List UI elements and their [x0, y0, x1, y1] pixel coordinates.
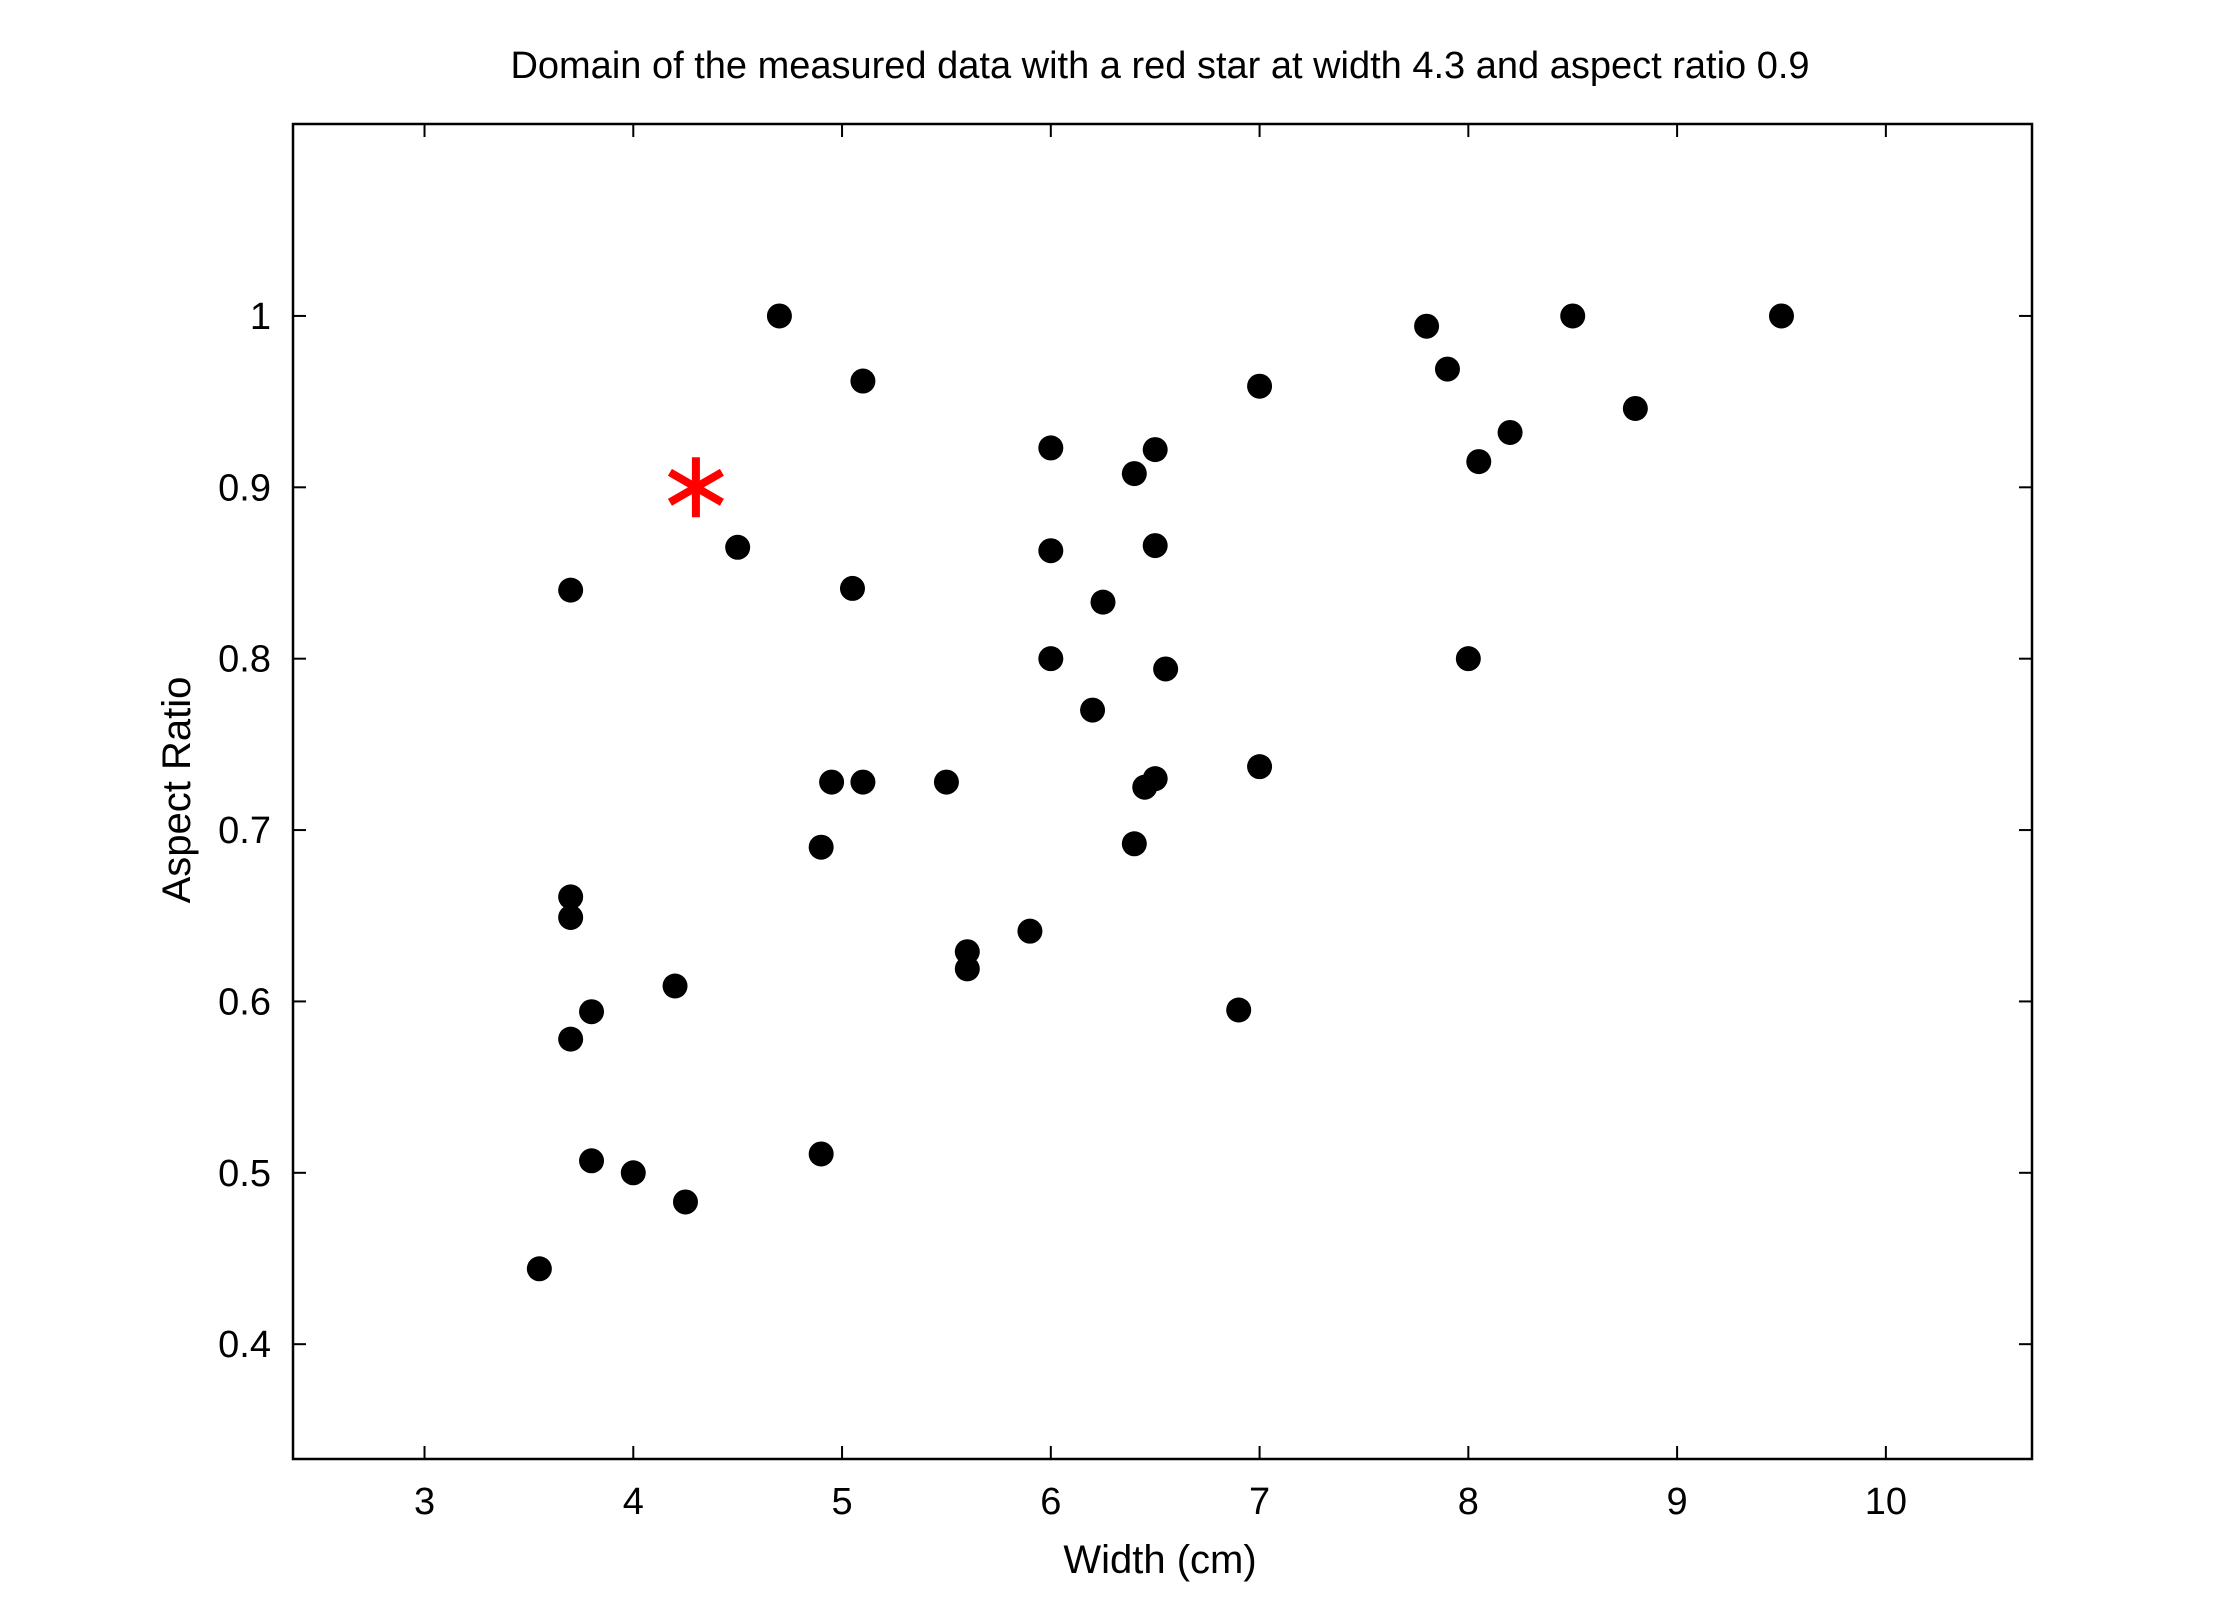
data-points	[526, 303, 1794, 1282]
y-axis-label: Aspect Ratio	[155, 677, 199, 904]
y-tick-label: 0.4	[218, 1324, 271, 1366]
data-point	[1142, 766, 1168, 792]
data-point	[1153, 656, 1179, 682]
data-point	[954, 939, 980, 965]
data-point	[558, 577, 584, 603]
data-point	[1497, 419, 1523, 445]
x-tick-label: 9	[1667, 1481, 1688, 1523]
x-tick-label: 7	[1249, 1481, 1270, 1523]
data-point	[1622, 395, 1648, 421]
data-point	[1038, 538, 1064, 564]
data-point	[1038, 435, 1064, 461]
data-point	[850, 769, 876, 795]
y-tick-label: 1	[250, 296, 271, 338]
data-point	[558, 884, 584, 910]
x-tick-label: 10	[1865, 1481, 1907, 1523]
data-point	[1768, 303, 1794, 329]
y-tick-label: 0.6	[218, 981, 271, 1023]
data-point	[579, 999, 605, 1025]
data-point	[1142, 533, 1168, 559]
data-point	[850, 368, 876, 394]
data-point	[1038, 646, 1064, 672]
data-point	[1226, 997, 1252, 1023]
data-point	[1466, 449, 1492, 475]
y-tick-label: 0.8	[218, 639, 271, 681]
y-tick-label: 0.9	[218, 467, 271, 509]
x-tick-label: 8	[1458, 1481, 1479, 1523]
data-point	[933, 769, 959, 795]
data-point	[579, 1148, 605, 1174]
data-point	[725, 534, 751, 560]
data-point	[1414, 313, 1440, 339]
data-point	[808, 1141, 834, 1167]
axis-ticks: 3 4 5 6 7 8 9 10 0.4 0.5 0.6 0.7 0.8 0.9 1	[218, 124, 2032, 1523]
x-tick-label: 5	[831, 1481, 852, 1523]
data-point	[558, 904, 584, 930]
x-tick-label: 6	[1040, 1481, 1061, 1523]
data-point	[839, 575, 865, 601]
data-point	[620, 1160, 646, 1186]
data-point	[808, 834, 834, 860]
data-point	[1142, 437, 1168, 463]
data-point	[672, 1189, 698, 1215]
x-tick-label: 4	[623, 1481, 644, 1523]
data-point	[1121, 461, 1147, 487]
data-point	[526, 1256, 552, 1282]
highlight-star-marker	[667, 457, 724, 518]
plot-frame	[291, 122, 2034, 1461]
x-tick-label: 3	[414, 1481, 435, 1523]
y-tick-label: 0.7	[218, 810, 271, 852]
data-point	[1247, 373, 1273, 399]
data-point	[1560, 303, 1586, 329]
data-point	[1455, 646, 1481, 672]
data-point	[1247, 754, 1273, 780]
data-point	[1090, 589, 1116, 615]
data-point	[1080, 697, 1106, 723]
data-point	[766, 303, 792, 329]
data-point	[819, 769, 845, 795]
data-point	[954, 956, 980, 982]
y-tick-label: 0.5	[218, 1153, 271, 1195]
chart-title: Domain of the measured data with a red s…	[510, 45, 1809, 87]
data-point	[662, 973, 688, 999]
data-point	[558, 1026, 584, 1052]
data-point	[1121, 831, 1147, 857]
x-axis-label: Width (cm)	[1063, 1538, 1256, 1582]
data-point	[1434, 356, 1460, 382]
data-point	[1017, 918, 1043, 944]
